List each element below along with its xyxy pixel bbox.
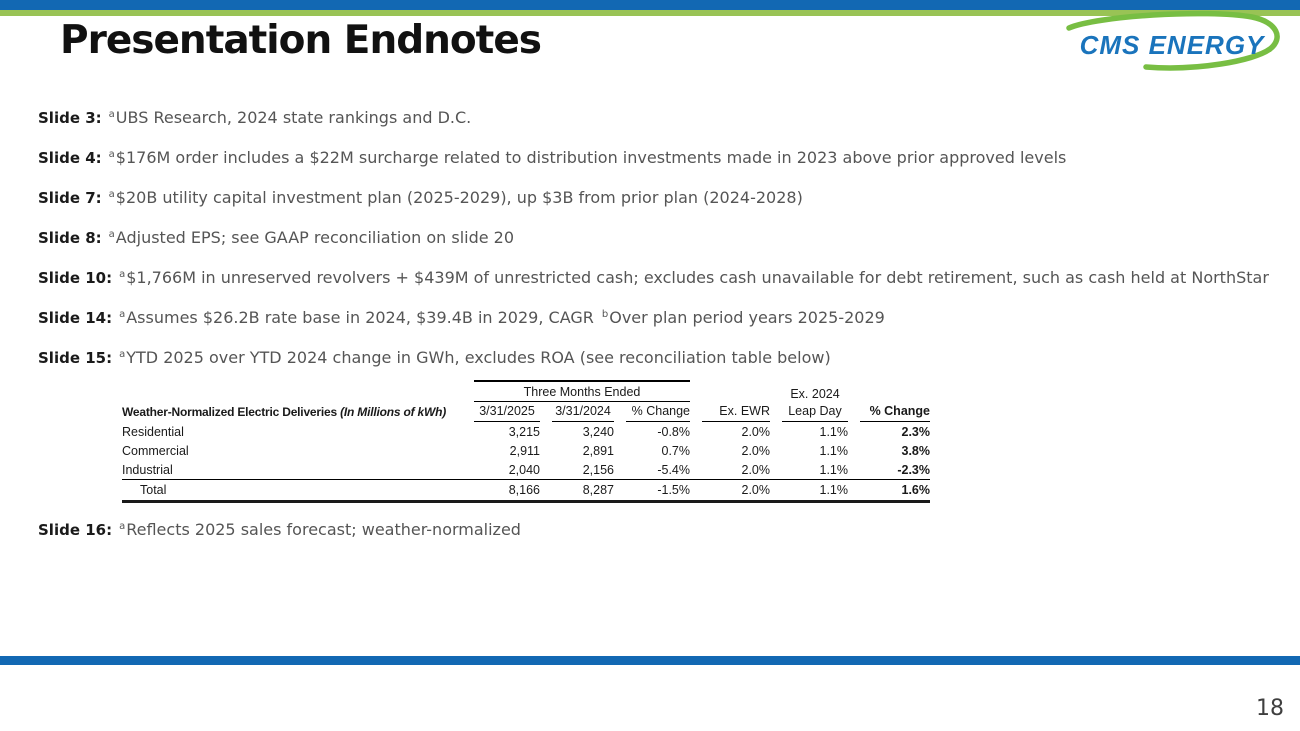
table-spacer: [860, 380, 930, 381]
top-bar-green: [0, 10, 1300, 16]
table-cell: 2,040: [508, 463, 540, 477]
logo-text: CMS ENERGY: [1080, 30, 1266, 60]
table-spacer: [702, 380, 770, 381]
table-cell: -5.4%: [657, 463, 690, 477]
endnote-text: Reflects 2025 sales forecast; weather-no…: [126, 520, 521, 539]
col-header-leap-day: Leap Day: [782, 402, 848, 422]
col-header-3-31-2025: 3/31/2025: [474, 402, 540, 422]
table-cell: 3,240: [582, 425, 614, 439]
endnote: Slide 4: a$176M order includes a $22M sur…: [38, 148, 1288, 167]
endnote-label: Slide 4:: [38, 149, 102, 167]
table-spacer: [122, 380, 462, 381]
endnotes-top: Slide 3: aUBS Research, 2024 state rankin…: [38, 108, 1288, 367]
footnote-marker: a: [108, 109, 115, 120]
col-header-pct-change: % Change: [626, 402, 690, 422]
endnote-label: Slide 7:: [38, 189, 102, 207]
table-cell: 3.8%: [901, 444, 931, 458]
page-title: Presentation Endnotes: [60, 18, 542, 63]
table-cell: 3,215: [508, 425, 540, 439]
table-cell: 0.7%: [661, 444, 691, 458]
table-group-header: Three Months Ended: [474, 380, 690, 402]
endnote-text: UBS Research, 2024 state rankings and D.…: [115, 108, 472, 127]
endnote-label: Slide 10:: [38, 269, 113, 287]
endnote: Slide 10: a$1,766M in unreserved revolver…: [38, 268, 1288, 287]
endnotes-bottom: Slide 16: aReflects 2025 sales forecast; …: [38, 520, 1288, 539]
table-cell: 2.3%: [901, 425, 931, 439]
endnote: Slide 14: aAssumes $26.2B rate base in 20…: [38, 308, 1288, 327]
col-header-3-31-2024: 3/31/2024: [552, 402, 614, 422]
table-cell: -2.3%: [897, 463, 930, 477]
table-cell: 2,891: [582, 444, 614, 458]
table-cell: 2.0%: [741, 425, 771, 439]
table-grid: Three Months Ended Ex. 2024 Weather-Norm…: [122, 380, 930, 503]
endnote-text: Over plan period years 2025-2029: [609, 308, 885, 327]
footnote-marker: a: [108, 189, 115, 200]
footnote-marker: a: [119, 349, 126, 360]
table-cell: 1.1%: [819, 483, 849, 497]
endnotes-content: Slide 3: aUBS Research, 2024 state rankin…: [38, 108, 1288, 560]
endnote-text: $20B utility capital investment plan (20…: [115, 188, 803, 207]
footnote-marker: a: [108, 149, 115, 160]
endnote-label: Slide 8:: [38, 229, 102, 247]
table-cell: 1.1%: [819, 425, 849, 439]
footnote-marker: a: [119, 269, 126, 280]
cms-energy-logo: CMS ENERGY: [1056, 8, 1288, 82]
table-row-label: Commercial: [122, 444, 189, 458]
col-header-pct-change-adj: % Change: [860, 402, 930, 422]
cms-energy-swoosh-icon: CMS ENERGY: [1066, 10, 1280, 71]
table-cell: 1.1%: [819, 444, 849, 458]
footnote-marker: a: [119, 521, 126, 532]
table-bottom-rule: [122, 500, 930, 503]
endnote-text: Assumes $26.2B rate base in 2024, $39.4B…: [126, 308, 602, 327]
table-row-header-italic: (In Millions of kWh): [340, 405, 447, 419]
endnote-text: $176M order includes a $22M surcharge re…: [115, 148, 1067, 167]
table-cell: 8,166: [508, 483, 540, 497]
endnote-label: Slide 15:: [38, 349, 113, 367]
footnote-marker: a: [119, 309, 126, 320]
endnote-text: $1,766M in unreserved revolvers + $439M …: [126, 268, 1269, 287]
table-row-header: Weather-Normalized Electric Deliveries (…: [122, 403, 462, 422]
table-cell: 2.0%: [741, 483, 771, 497]
endnote-label: Slide 16:: [38, 521, 113, 539]
endnote: Slide 3: aUBS Research, 2024 state rankin…: [38, 108, 1288, 127]
table-cell: 1.1%: [819, 463, 849, 477]
table-row-label: Total: [140, 483, 167, 497]
endnote: Slide 7: a$20B utility capital investment…: [38, 188, 1288, 207]
electric-deliveries-table: Three Months Ended Ex. 2024 Weather-Norm…: [122, 380, 930, 503]
table-cell: 2.0%: [741, 444, 771, 458]
endnote: Slide 16: aReflects 2025 sales forecast; …: [38, 520, 1288, 539]
table-cell: 2,911: [509, 444, 540, 458]
endnote: Slide 15: aYTD 2025 over YTD 2024 change …: [38, 348, 1288, 367]
table-cell: 2,156: [582, 463, 614, 477]
table-cell: 1.6%: [901, 483, 931, 497]
endnote-text: YTD 2025 over YTD 2024 change in GWh, ex…: [126, 348, 831, 367]
table-row-label: Industrial: [122, 463, 173, 477]
table-cell: 2.0%: [741, 463, 771, 477]
footnote-marker: b: [601, 309, 609, 320]
endnote-label: Slide 3:: [38, 109, 102, 127]
table-row-label: Residential: [122, 425, 184, 439]
top-bar-blue: [0, 0, 1300, 10]
page-number: 18: [1256, 696, 1284, 721]
table-row-header-bold: Weather-Normalized Electric Deliveries: [122, 405, 337, 419]
table-cell: -1.5%: [657, 483, 690, 497]
col-header-ex-ewr: Ex. EWR: [702, 402, 770, 422]
footnote-marker: a: [108, 229, 115, 240]
table-cell: 8,287: [582, 483, 614, 497]
table-rule-above-total: [122, 479, 930, 480]
endnote: Slide 8: aAdjusted EPS; see GAAP reconcil…: [38, 228, 1288, 247]
bottom-bar-blue: [0, 656, 1300, 665]
endnote-text: Adjusted EPS; see GAAP reconciliation on…: [115, 228, 515, 247]
table-cell: -0.8%: [657, 425, 690, 439]
table-ex2024-header: Ex. 2024: [790, 387, 840, 401]
endnote-label: Slide 14:: [38, 309, 113, 327]
